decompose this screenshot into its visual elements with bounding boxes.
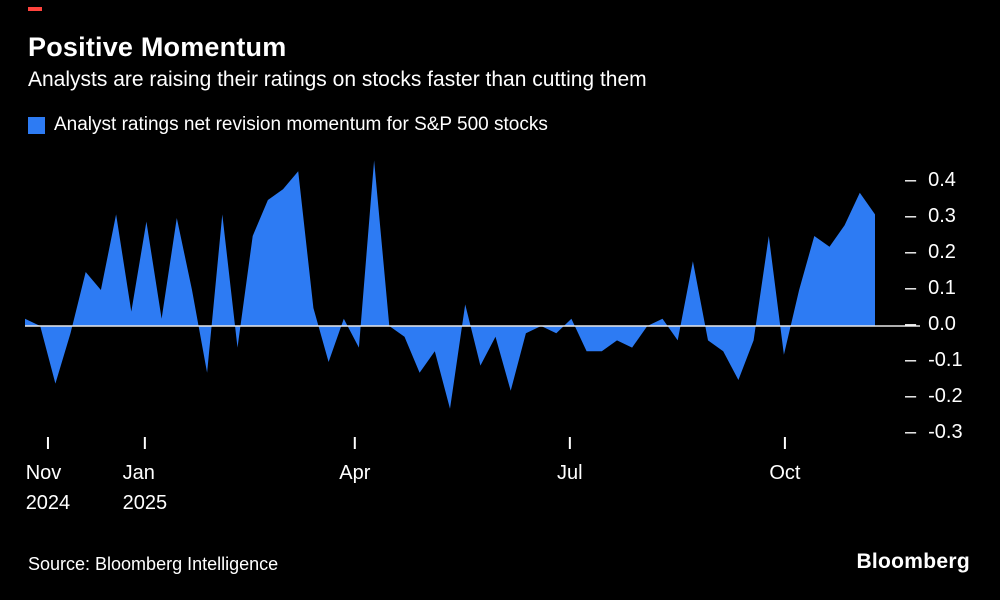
y-tick-value: 0.2 xyxy=(928,241,956,263)
y-tick-value: 0.3 xyxy=(928,205,956,227)
x-tick-label: Jul xyxy=(557,462,583,484)
y-tick-dash: – xyxy=(905,349,917,371)
x-axis-tick-marks xyxy=(46,437,786,449)
y-tick-value: 0.4 xyxy=(928,169,956,191)
y-tick-value: -0.2 xyxy=(928,385,963,407)
y-tick-label: – -0.3 xyxy=(905,421,963,444)
y-tick-dash: – xyxy=(905,313,917,335)
x-tick-label: Apr xyxy=(339,462,371,484)
y-tick-label: –0.1 xyxy=(905,277,956,300)
y-tick-label: – -0.2 xyxy=(905,385,963,408)
y-tick-dash: – xyxy=(905,169,917,191)
y-tick-dash: – xyxy=(905,385,917,407)
y-tick-dash: – xyxy=(905,205,917,227)
x-tick-label: Jan 2025 xyxy=(122,462,168,514)
y-tick-label: – -0.1 xyxy=(905,349,963,372)
x-tick-label: Oct xyxy=(769,462,801,484)
chart-subtitle: Analysts are raising their ratings on st… xyxy=(28,68,647,91)
legend-swatch-icon xyxy=(28,116,45,134)
y-tick-label: –0.3 xyxy=(905,205,956,228)
chart-legend: Analyst ratings net revision momentum fo… xyxy=(28,114,548,136)
y-tick-dash: – xyxy=(905,421,917,443)
red-marker xyxy=(28,7,42,11)
y-tick-dash: – xyxy=(905,241,917,263)
y-tick-value: -0.1 xyxy=(928,349,963,371)
y-tick-value: 0.1 xyxy=(928,277,956,299)
y-tick-value: 0.0 xyxy=(928,313,956,335)
y-tick-dash: – xyxy=(905,277,917,299)
y-tick-label: –0.0 xyxy=(905,313,956,336)
x-tick-label: Nov 2024 xyxy=(25,462,71,514)
y-tick-value: -0.3 xyxy=(928,421,963,443)
y-tick-label: –0.2 xyxy=(905,241,956,264)
y-tick-label: –0.4 xyxy=(905,169,956,192)
chart-title: Positive Momentum xyxy=(28,32,287,62)
source-note: Source: Bloomberg Intelligence xyxy=(28,554,279,574)
area-series xyxy=(25,160,875,409)
legend-label: Analyst ratings net revision momentum fo… xyxy=(54,114,548,135)
bloomberg-logo: Bloomberg xyxy=(856,550,970,573)
